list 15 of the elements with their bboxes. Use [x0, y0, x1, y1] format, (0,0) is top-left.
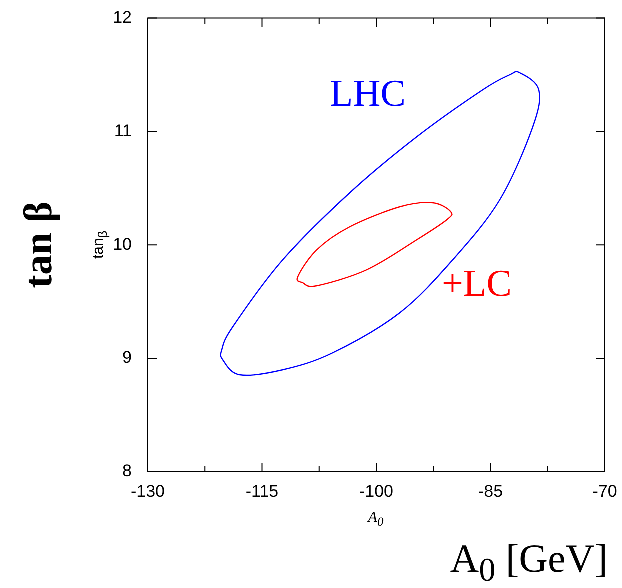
x-tick-label: -70 [592, 482, 618, 501]
y-tick-label: 9 [122, 348, 132, 368]
annotation: +LC [442, 262, 512, 305]
text: tan β [14, 202, 62, 288]
x-tick-label: -100 [359, 482, 394, 501]
x-tick-label: -85 [478, 482, 504, 501]
y-tick-label: 12 [113, 8, 132, 27]
x-tick-label: -115 [246, 482, 279, 501]
y-tick-label: 10 [113, 234, 132, 254]
y-tick-label: 11 [114, 121, 132, 140]
y-tick-label: 8 [122, 462, 132, 481]
annotation: LHC [330, 72, 406, 115]
x-axis-title: A$_{0}$ [368, 510, 384, 530]
text: A$_{0}$ [GeV] [450, 535, 608, 588]
x-tick-label: -130 [130, 482, 166, 501]
